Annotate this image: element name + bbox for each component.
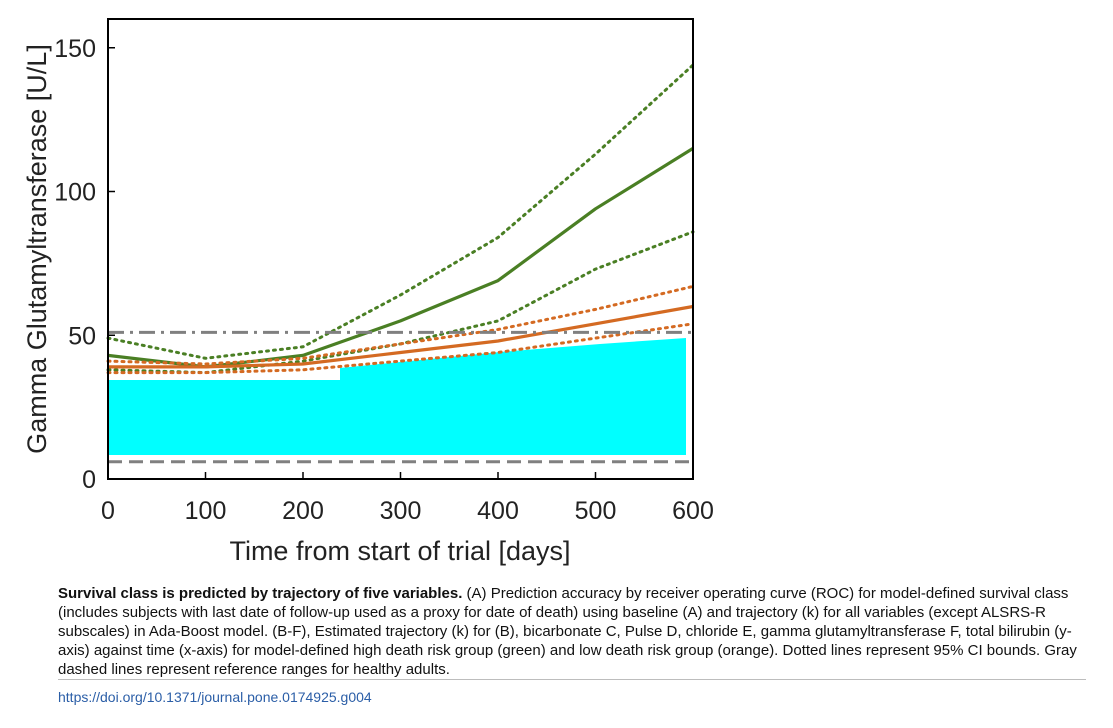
x-axis-label: Time from start of trial [days]: [229, 536, 570, 566]
series-layer: [106, 63, 695, 375]
y-tick-label: 100: [54, 179, 96, 207]
x-tick-label: 500: [575, 497, 617, 525]
x-tick-label: 300: [380, 497, 422, 525]
doi-link[interactable]: https://doi.org/10.1371/journal.pone.017…: [58, 689, 372, 705]
cyan-overlay: [108, 338, 686, 455]
y-tick-label: 150: [54, 35, 96, 63]
series-high-dotted-1: [106, 63, 695, 360]
series-low-dotted-4: [106, 284, 695, 366]
reference-lines: [108, 330, 693, 464]
y-tick-label: 0: [82, 466, 96, 494]
x-ticks: 0 100 200 300 400 500 600: [101, 472, 714, 525]
series-high-solid-0: [107, 147, 694, 369]
y-tick-label: 50: [68, 322, 96, 350]
x-tick-label: 200: [282, 497, 324, 525]
x-tick-label: 600: [672, 497, 714, 525]
x-tick-label: 400: [477, 497, 519, 525]
caption-divider: [58, 679, 1086, 680]
chart: 0 100 200 300 400 500 600 0 50 100 150 Time from …: [22, 18, 714, 566]
y-ticks: 0 50 100 150: [54, 35, 115, 494]
caption-title: Survival class is predicted by trajector…: [58, 585, 463, 602]
figure-caption: Survival class is predicted by trajector…: [58, 584, 1088, 679]
x-tick-label: 100: [185, 497, 227, 525]
series-low-solid-3: [108, 304, 694, 369]
caption-body: (A) Prediction accuracy by receiver oper…: [58, 585, 1077, 678]
cyan-overlay-layer: [108, 338, 686, 455]
series-low-dotted-5: [106, 322, 695, 375]
x-tick-label: 0: [101, 497, 115, 525]
y-axis-label: Gamma Glutamyltransferase [U/L]: [22, 44, 52, 454]
